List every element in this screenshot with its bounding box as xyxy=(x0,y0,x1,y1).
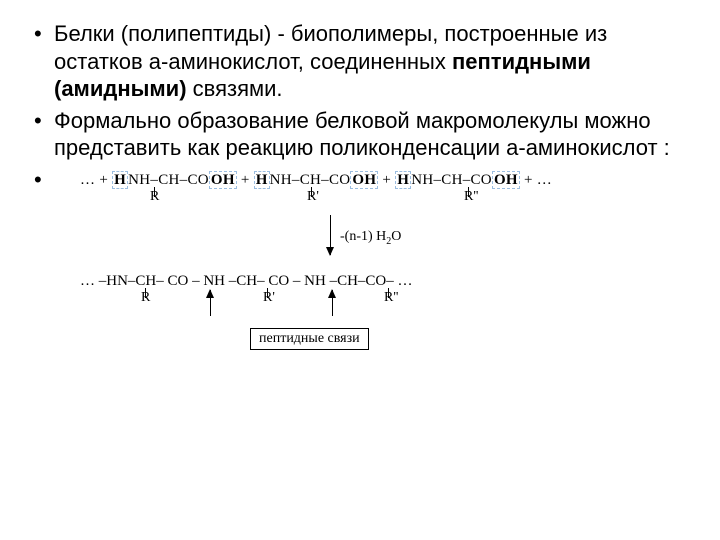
water-label: -(n-1) H2O xyxy=(340,229,401,247)
boxed-h-3: H xyxy=(395,171,411,189)
bullet-2: Формально образование белковой макромоле… xyxy=(30,107,690,162)
water-text: -(n-1) H xyxy=(340,229,386,244)
water-o: O xyxy=(391,229,401,244)
product-text: … –HN–CH– CO – NH –CH– CO – NH –CH–CO– … xyxy=(80,273,413,289)
boxed-oh-1: OH xyxy=(209,171,237,189)
product-line: … –HN–CH– CO – NH –CH– CO – NH –CH–CO– … xyxy=(80,273,690,290)
reaction-diagram: … + HNH–CH–COOH + HNH–CH–COOH + HNH–CH–C… xyxy=(30,172,690,350)
r-label-p2: R' xyxy=(263,290,275,306)
nhchco-1: NH–CH–CO xyxy=(128,172,209,188)
plus-1: + xyxy=(237,172,254,188)
boxed-oh-3: OH xyxy=(492,171,520,189)
reactants-line: … + HNH–CH–COOH + HNH–CH–COOH + HNH–CH–C… xyxy=(80,172,690,189)
nhchco-3: NH–CH–CO xyxy=(411,172,492,188)
r-label-2: R' xyxy=(307,189,319,205)
up-arrow-1 xyxy=(210,290,211,316)
boxed-oh-2: OH xyxy=(350,171,378,189)
down-arrow xyxy=(330,215,331,255)
prefix: … + xyxy=(80,172,112,188)
r-label-p3: R'' xyxy=(384,290,398,306)
peptide-label: пептидные связи xyxy=(259,331,360,346)
peptide-label-region: пептидные связи xyxy=(80,310,690,350)
bullet-1-text-post: связями. xyxy=(187,76,283,101)
r-label-1: R xyxy=(150,189,159,205)
bullet-1: Белки (полипептиды) - биополимеры, постр… xyxy=(30,20,690,103)
peptide-box: пептидные связи xyxy=(250,328,369,350)
nhchco-2: NH–CH–CO xyxy=(270,172,351,188)
r-labels-bottom: R R' R'' xyxy=(80,290,690,310)
r-label-3: R'' xyxy=(464,189,478,205)
boxed-h-2: H xyxy=(254,171,270,189)
arrow-region: -(n-1) H2O xyxy=(80,215,690,265)
bullet-list: Белки (полипептиды) - биополимеры, постр… xyxy=(30,20,690,162)
bullet-2-text: Формально образование белковой макромоле… xyxy=(54,108,670,161)
plus-2: + xyxy=(378,172,395,188)
up-arrow-2 xyxy=(332,290,333,316)
boxed-h-1: H xyxy=(112,171,128,189)
r-label-p1: R xyxy=(141,290,150,306)
r-labels-top: R R' R'' xyxy=(80,189,690,209)
suffix: + … xyxy=(520,172,552,188)
